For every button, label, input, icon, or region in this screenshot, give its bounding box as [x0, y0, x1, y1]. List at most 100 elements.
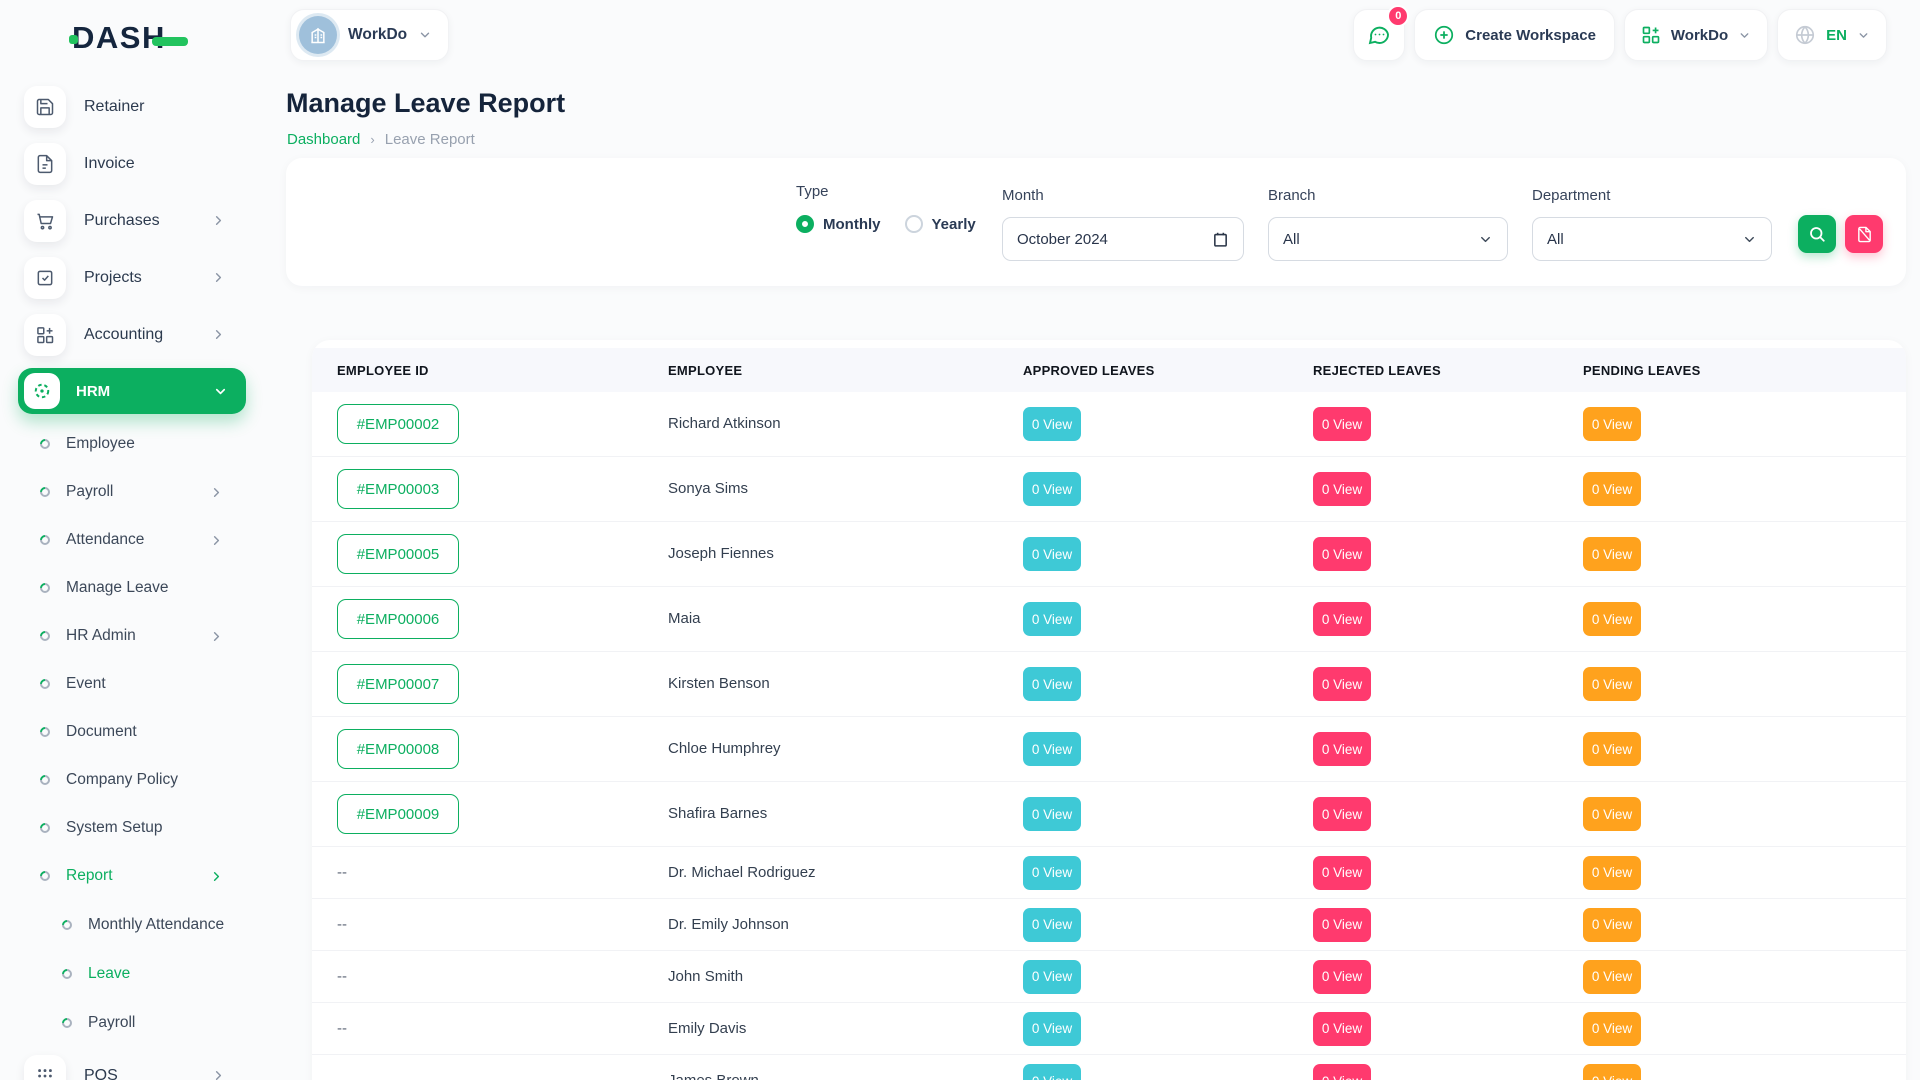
sidebar-item-pos[interactable]: POS [0, 1047, 270, 1080]
month-value: October 2024 [1017, 230, 1108, 248]
approved-leaves-view-badge[interactable]: 0 View [1023, 855, 1081, 890]
pending-leaves-view-badge[interactable]: 0 View [1583, 537, 1641, 571]
chevron-down-icon [1738, 29, 1751, 42]
sidebar-item-accounting[interactable]: Accounting [0, 306, 270, 363]
table-row: -- John Smith 0 View 0 View 0 View [312, 951, 1906, 1003]
employee-id-button[interactable]: #EMP00002 [337, 404, 459, 444]
employee-name-cell: Joseph Fiennes [668, 545, 1023, 563]
type-radio-monthly[interactable]: Monthly [796, 215, 881, 233]
rejected-leaves-view-badge[interactable]: 0 View [1313, 472, 1371, 506]
approved-leaves-view-badge[interactable]: 0 View [1023, 472, 1081, 506]
employee-id-button[interactable]: #EMP00009 [337, 794, 459, 834]
approved-leaves-view-badge[interactable]: 0 View [1023, 797, 1081, 831]
sidebar-subitem-payroll[interactable]: Payroll [0, 468, 270, 516]
sidebar-subitem-system-setup[interactable]: System Setup [0, 804, 270, 852]
radio-icon [796, 215, 814, 233]
employee-id-button[interactable]: #EMP00008 [337, 729, 459, 769]
approved-leaves-view-badge[interactable]: 0 View [1023, 1011, 1081, 1046]
sidebar-subitem-employee[interactable]: Employee [0, 420, 270, 468]
language-dropdown[interactable]: EN [1777, 9, 1887, 61]
branch-select[interactable]: All [1268, 217, 1508, 261]
pending-leaves-view-badge[interactable]: 0 View [1583, 1064, 1641, 1080]
breadcrumb-separator-icon: › [370, 132, 375, 147]
pending-leaves-view-badge[interactable]: 0 View [1583, 472, 1641, 506]
logo-dot-accent [69, 35, 78, 44]
pending-leaves-view-badge[interactable]: 0 View [1583, 667, 1641, 701]
sidebar-subitem-monthly-attendance[interactable]: Monthly Attendance [0, 900, 270, 949]
rejected-leaves-view-badge[interactable]: 0 View [1313, 537, 1371, 571]
sidebar-item-invoice[interactable]: Invoice [0, 135, 270, 192]
sidebar-subitem-event[interactable]: Event [0, 660, 270, 708]
employee-name-cell: John Smith [668, 968, 1023, 986]
employee-name: John Smith [668, 967, 744, 985]
approved-leaves-view-badge[interactable]: 0 View [1023, 602, 1081, 636]
employee-id-button[interactable]: #EMP00003 [337, 469, 459, 509]
approved-leaves-view-badge[interactable]: 0 View [1023, 407, 1081, 441]
department-select[interactable]: All [1532, 217, 1772, 261]
sidebar-item-purchases[interactable]: Purchases [0, 192, 270, 249]
create-workspace-button[interactable]: Create Workspace [1414, 9, 1615, 61]
rejected-leaves-cell: 0 View [1313, 1064, 1583, 1080]
pending-leaves-cell: 0 View [1583, 472, 1882, 506]
rejected-leaves-view-badge[interactable]: 0 View [1313, 407, 1371, 441]
sidebar-subitem-leave[interactable]: Leave [0, 949, 270, 998]
invoice-icon [24, 142, 66, 185]
employee-name: Maia [668, 610, 701, 627]
pending-leaves-view-badge[interactable]: 0 View [1583, 732, 1641, 766]
reset-filter-button[interactable] [1845, 215, 1883, 253]
rejected-leaves-view-badge[interactable]: 0 View [1313, 1064, 1371, 1080]
employee-name: Chloe Humphrey [668, 740, 781, 757]
rejected-leaves-view-badge[interactable]: 0 View [1313, 959, 1371, 994]
pending-leaves-view-badge[interactable]: 0 View [1583, 1011, 1641, 1046]
pending-leaves-view-badge[interactable]: 0 View [1583, 855, 1641, 890]
rejected-leaves-view-badge[interactable]: 0 View [1313, 1011, 1371, 1046]
pending-leaves-view-badge[interactable]: 0 View [1583, 797, 1641, 831]
sidebar-subitem-manage-leave[interactable]: Manage Leave [0, 564, 270, 612]
branch-value: All [1283, 230, 1300, 248]
approved-leaves-view-badge[interactable]: 0 View [1023, 667, 1081, 701]
approved-leaves-view-badge[interactable]: 0 View [1023, 907, 1081, 942]
pending-leaves-view-badge[interactable]: 0 View [1583, 602, 1641, 636]
approved-leaves-view-badge[interactable]: 0 View [1023, 959, 1081, 994]
grid-plus-icon [1641, 25, 1661, 45]
column-header-employee-id: Employee ID [337, 362, 429, 378]
approved-leaves-view-badge[interactable]: 0 View [1023, 732, 1081, 766]
sidebar-item-hrm[interactable]: HRM [18, 368, 246, 414]
sidebar-item-retainer[interactable]: Retainer [0, 78, 270, 135]
pending-leaves-view-badge[interactable]: 0 View [1583, 907, 1641, 942]
chevron-right-icon [211, 327, 226, 342]
type-filter-group: Type Monthly Yearly [796, 183, 976, 233]
sidebar-subitem-company-policy[interactable]: Company Policy [0, 756, 270, 804]
type-radio-yearly[interactable]: Yearly [904, 215, 976, 233]
rejected-leaves-view-badge[interactable]: 0 View [1313, 602, 1371, 636]
employee-id-button[interactable]: #EMP00006 [337, 599, 459, 639]
bullet-icon [37, 724, 53, 740]
sidebar-subitem-attendance[interactable]: Attendance [0, 516, 270, 564]
pending-leaves-view-badge[interactable]: 0 View [1583, 959, 1641, 994]
workspace-selector[interactable]: WorkDo [290, 9, 450, 61]
approved-leaves-view-badge[interactable]: 0 View [1023, 1064, 1081, 1080]
messages-button[interactable]: 0 [1353, 5, 1410, 61]
rejected-leaves-view-badge[interactable]: 0 View [1313, 907, 1371, 942]
breadcrumb-dashboard-link[interactable]: Dashboard [287, 131, 361, 148]
sidebar-subitem-document[interactable]: Document [0, 708, 270, 756]
employee-id-button[interactable]: #EMP00007 [337, 664, 459, 704]
workspace-dropdown[interactable]: WorkDo [1623, 9, 1769, 61]
search-button[interactable] [1798, 215, 1836, 253]
employee-id-button[interactable]: #EMP00005 [337, 534, 459, 574]
rejected-leaves-view-badge[interactable]: 0 View [1313, 855, 1371, 890]
employee-id-empty: -- [337, 1019, 347, 1037]
rejected-leaves-view-badge[interactable]: 0 View [1313, 667, 1371, 701]
sidebar-item-projects[interactable]: Projects [0, 249, 270, 306]
month-input[interactable]: October 2024 [1002, 217, 1244, 261]
sidebar-subitem-payroll[interactable]: Payroll [0, 998, 270, 1047]
sidebar-subitem-hr-admin[interactable]: HR Admin [0, 612, 270, 660]
app-logo[interactable]: DASH [69, 20, 188, 56]
pending-leaves-cell: 0 View [1583, 602, 1882, 636]
rejected-leaves-view-badge[interactable]: 0 View [1313, 732, 1371, 766]
sidebar-subitem-report[interactable]: Report [0, 852, 270, 900]
approved-leaves-view-badge[interactable]: 0 View [1023, 537, 1081, 571]
approved-leaves-cell: 0 View [1023, 797, 1313, 831]
pending-leaves-view-badge[interactable]: 0 View [1583, 407, 1641, 441]
rejected-leaves-view-badge[interactable]: 0 View [1313, 797, 1371, 831]
